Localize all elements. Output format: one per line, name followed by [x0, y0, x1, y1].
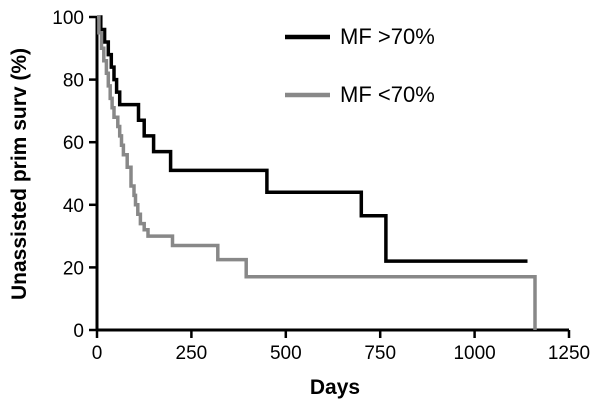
y-tick-label: 60: [63, 133, 84, 154]
y-tick-label: 20: [63, 258, 84, 279]
x-tick-label: 1000: [453, 343, 495, 364]
axes-layer: 0 250 500 750 1000 1250 0 20 40 60 80 100: [52, 8, 590, 364]
x-tick-label: 1250: [548, 343, 590, 364]
y-tick-label: 100: [52, 8, 84, 29]
x-axis-title: Days: [310, 376, 360, 399]
y-axis-title: Unassisted prim surv (%): [8, 48, 31, 300]
x-tick-label: 500: [270, 343, 302, 364]
y-tick-label: 0: [73, 321, 84, 342]
legend: MF >70% MF <70%: [285, 24, 435, 107]
series-layer: [97, 15, 537, 330]
x-tick-label: 750: [364, 343, 396, 364]
x-tick-label: 0: [92, 343, 103, 364]
y-tick-label: 40: [63, 196, 84, 217]
legend-label-1: MF >70%: [340, 24, 435, 49]
y-tick-label: 80: [63, 71, 84, 92]
series-line-2: [97, 15, 537, 330]
x-tick-label: 250: [176, 343, 208, 364]
series-line-1: [97, 15, 528, 263]
legend-label-2: MF <70%: [340, 82, 435, 107]
